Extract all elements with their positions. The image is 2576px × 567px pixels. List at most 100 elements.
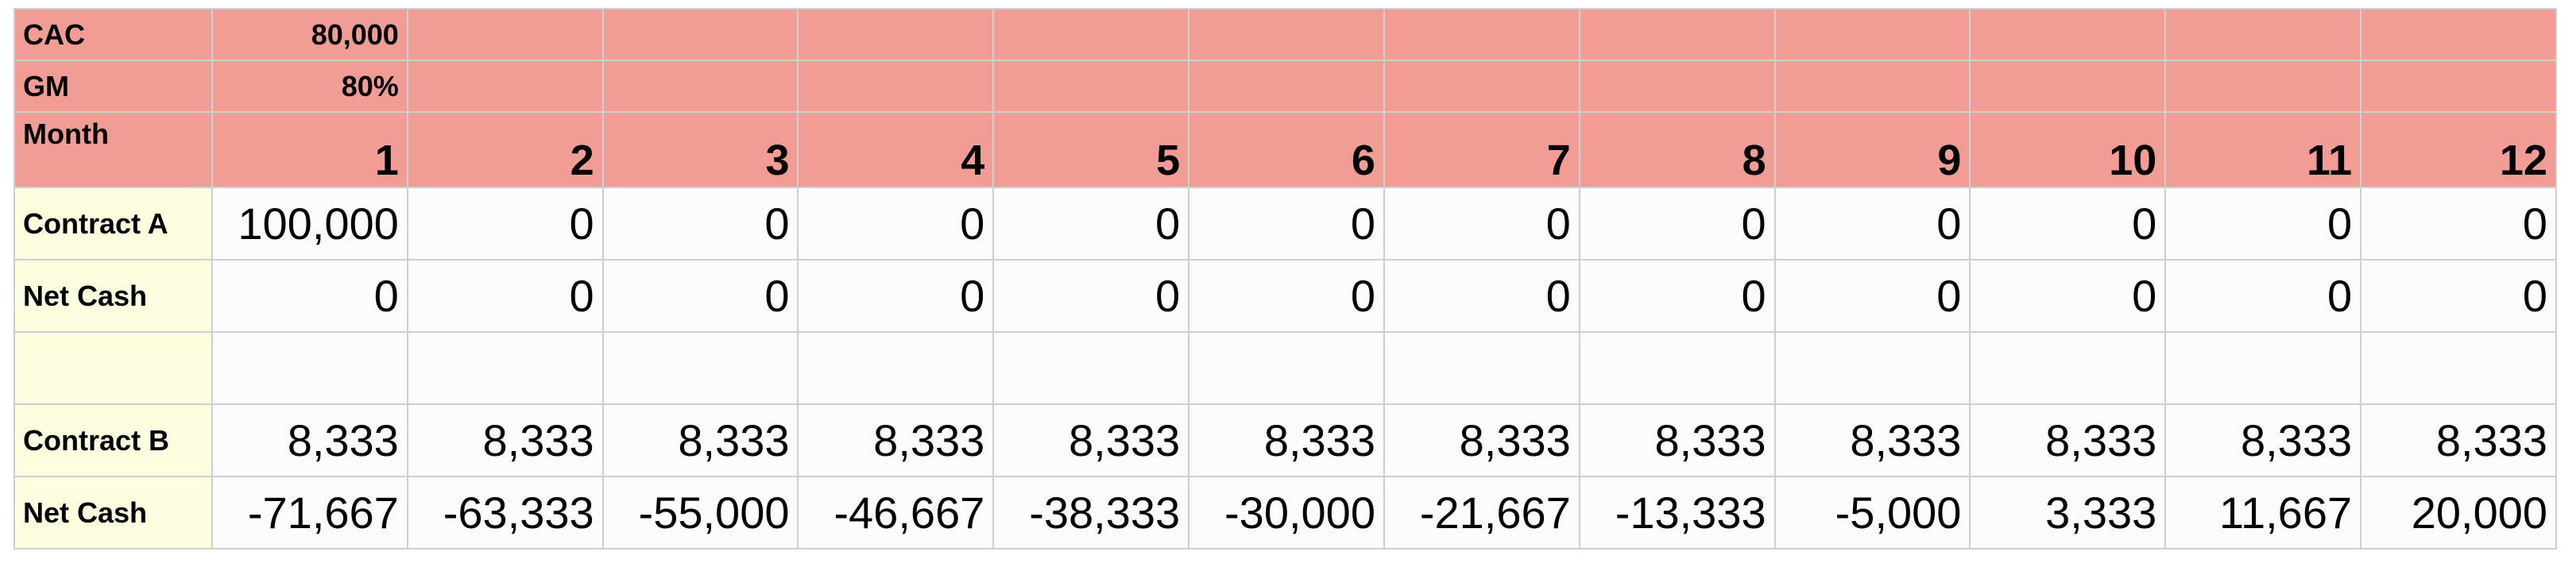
row: Net Cash -71,667 -63,333 -55,000 -46,667 -38,… <box>14 476 2557 550</box>
param-label: GM <box>14 60 213 113</box>
month-number: 3 <box>601 111 799 188</box>
value-cell: 0 <box>1383 259 1580 333</box>
value-cell: 100,000 <box>211 187 408 260</box>
row-label: Contract A <box>14 187 213 260</box>
value-cell: 0 <box>1773 187 1971 260</box>
empty-cell <box>1383 8 1580 61</box>
empty-cell <box>797 60 995 113</box>
month-number: 11 <box>2164 111 2362 188</box>
empty-cell <box>992 8 1190 61</box>
empty-cell <box>1969 8 2167 61</box>
value-cell: -21,667 <box>1383 476 1580 550</box>
value-cell: 0 <box>1969 187 2167 260</box>
value-cell: 8,333 <box>601 403 799 477</box>
empty-cell <box>1383 331 1580 405</box>
param-value: 80,000 <box>211 8 408 61</box>
value-cell: 0 <box>992 187 1190 260</box>
month-number: 1 <box>211 111 408 188</box>
empty-cell <box>1773 8 1971 61</box>
value-cell: 0 <box>1578 259 1776 333</box>
month-number: 7 <box>1383 111 1580 188</box>
value-cell: 8,333 <box>1578 403 1776 477</box>
row: Net Cash 0 0 0 0 0 0 0 0 0 0 0 0 <box>14 259 2557 333</box>
value-cell: 0 <box>406 259 604 333</box>
value-cell: 8,333 <box>2164 403 2362 477</box>
param-value: 80% <box>211 60 408 113</box>
value-cell: -30,000 <box>1188 476 1385 550</box>
value-cell: -46,667 <box>797 476 995 550</box>
value-cell: 8,333 <box>406 403 604 477</box>
empty-cell <box>1969 60 2167 113</box>
value-cell: 0 <box>601 259 799 333</box>
header-label: Month <box>14 111 213 188</box>
value-cell: 0 <box>1188 187 1385 260</box>
month-number: 6 <box>1188 111 1385 188</box>
value-cell: 8,333 <box>992 403 1190 477</box>
row: Contract A 100,000 0 0 0 0 0 0 0 0 0 0 0 <box>14 187 2557 260</box>
value-cell: 8,333 <box>211 403 408 477</box>
month-number: 10 <box>1969 111 2167 188</box>
value-cell: 0 <box>1578 187 1776 260</box>
row-label: Contract B <box>14 403 213 477</box>
empty-cell <box>992 331 1190 405</box>
value-cell: 0 <box>1383 187 1580 260</box>
value-cell: 0 <box>1773 259 1971 333</box>
empty-cell <box>406 331 604 405</box>
empty-cell <box>211 331 408 405</box>
month-number: 8 <box>1578 111 1776 188</box>
empty-cell <box>1188 331 1385 405</box>
value-cell: 0 <box>2360 259 2557 333</box>
param-label: CAC <box>14 8 213 61</box>
value-cell: 8,333 <box>1383 403 1580 477</box>
row: Month 1 2 3 4 5 6 7 8 9 10 11 12 <box>14 111 2557 188</box>
row <box>14 331 2557 405</box>
empty-cell <box>2164 60 2362 113</box>
value-cell: 8,333 <box>2360 403 2557 477</box>
row-label: Net Cash <box>14 259 213 333</box>
row: Contract B 8,333 8,333 8,333 8,333 8,333 8,333… <box>14 403 2557 477</box>
value-cell: 3,333 <box>1969 476 2167 550</box>
empty-cell <box>2164 331 2362 405</box>
value-cell: 8,333 <box>1188 403 1385 477</box>
value-cell: 8,333 <box>797 403 995 477</box>
value-cell: 0 <box>797 187 995 260</box>
empty-cell <box>2360 60 2557 113</box>
empty-cell <box>14 331 213 405</box>
month-number: 5 <box>992 111 1190 188</box>
empty-cell <box>1969 331 2167 405</box>
row: CAC 80,000 <box>14 8 2557 61</box>
empty-cell <box>1578 331 1776 405</box>
empty-cell <box>1773 60 1971 113</box>
value-cell: -63,333 <box>406 476 604 550</box>
empty-cell <box>1578 8 1776 61</box>
empty-cell <box>797 8 995 61</box>
empty-cell <box>406 60 604 113</box>
empty-cell <box>601 60 799 113</box>
spreadsheet: CAC 80,000 GM 80% Month 1 2 3 4 5 6 7 8 9 10 11 12 Contra… <box>14 8 2557 550</box>
value-cell: 0 <box>2164 259 2362 333</box>
empty-cell <box>992 60 1190 113</box>
value-cell: 0 <box>797 259 995 333</box>
row-label: Net Cash <box>14 476 213 550</box>
row: GM 80% <box>14 60 2557 113</box>
month-number: 2 <box>406 111 604 188</box>
empty-cell <box>797 331 995 405</box>
value-cell: 0 <box>2360 187 2557 260</box>
empty-cell <box>1773 331 1971 405</box>
value-cell: 0 <box>601 187 799 260</box>
empty-cell <box>2164 8 2362 61</box>
value-cell: 0 <box>992 259 1190 333</box>
value-cell: -13,333 <box>1578 476 1776 550</box>
value-cell: -5,000 <box>1773 476 1971 550</box>
value-cell: 0 <box>1969 259 2167 333</box>
month-number: 9 <box>1773 111 1971 188</box>
empty-cell <box>406 8 604 61</box>
value-cell: 20,000 <box>2360 476 2557 550</box>
value-cell: -38,333 <box>992 476 1190 550</box>
empty-cell <box>1188 8 1385 61</box>
value-cell: 8,333 <box>1969 403 2167 477</box>
value-cell: -71,667 <box>211 476 408 550</box>
empty-cell <box>2360 8 2557 61</box>
empty-cell <box>2360 331 2557 405</box>
